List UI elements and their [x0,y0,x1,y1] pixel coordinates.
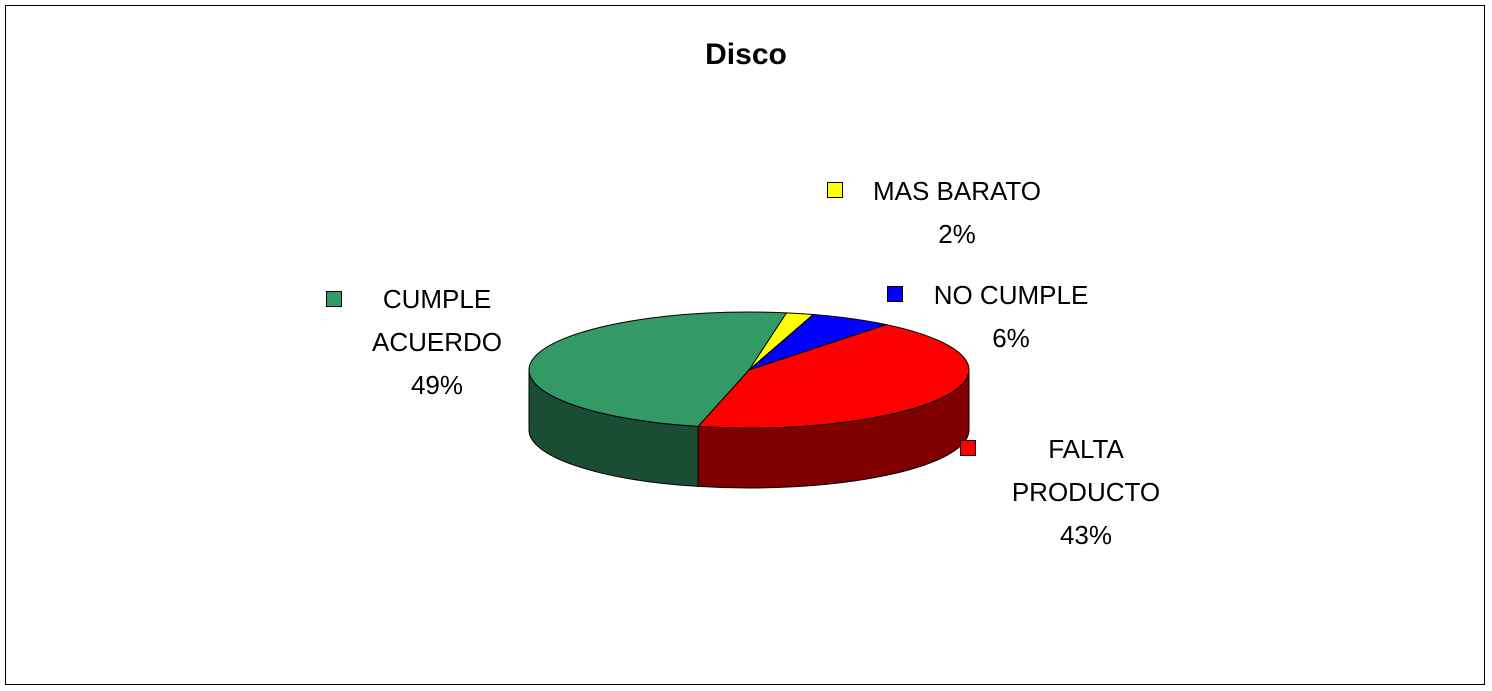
chart-frame [5,5,1485,685]
category-label: MAS BARATO [872,176,1042,206]
value-label: 43% [1059,520,1113,550]
data-label: CUMPLE ACUERDO 49% [342,278,532,407]
value-label: 6% [992,323,1030,353]
value-label: 49% [410,370,464,400]
category-label: CUMPLE ACUERDO [371,284,502,357]
category-label: FALTA PRODUCTO [1011,434,1161,507]
slice [696,324,970,429]
legend-marker [827,182,843,198]
slice [528,311,788,427]
legend-marker [887,286,903,302]
data-label: NO CUMPLE 6% [891,274,1131,360]
chart-title: Disco [705,38,787,71]
data-label: FALTA PRODUCTO 43% [996,428,1176,557]
legend-marker [960,440,976,456]
data-label: MAS BARATO 2% [827,170,1087,256]
category-label: NO CUMPLE [933,280,1089,310]
legend-marker [326,291,342,307]
value-label: 2% [938,219,976,249]
